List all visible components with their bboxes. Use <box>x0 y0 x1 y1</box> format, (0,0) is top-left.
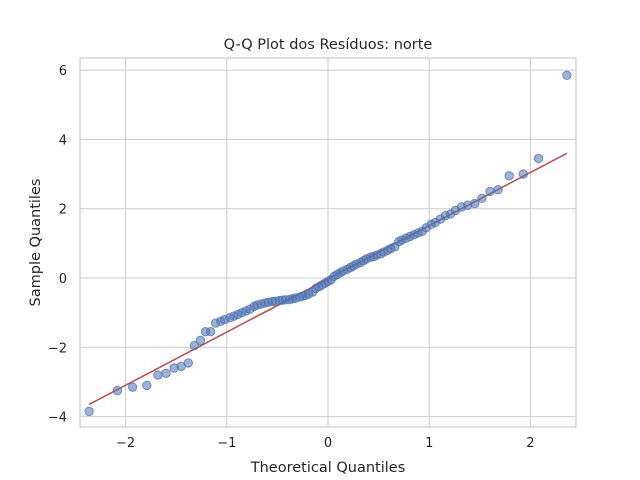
data-point <box>518 169 529 179</box>
data-point <box>533 153 544 164</box>
data-point <box>161 368 171 378</box>
data-point <box>493 184 503 195</box>
y-axis-label: Sample Quantiles <box>28 179 44 307</box>
data-point <box>477 193 487 204</box>
y-tick-labels: −4 −2 0 2 4 6 <box>48 64 67 425</box>
y-tick-label: 2 <box>59 203 67 218</box>
chart-title: Q-Q Plot dos Resíduos: norte <box>224 37 433 53</box>
data-point <box>562 70 572 81</box>
data-point <box>153 370 163 380</box>
x-tick-labels: −2 −1 0 1 2 <box>116 436 535 451</box>
plot-frame <box>79 57 577 428</box>
x-tick-label: −2 <box>116 436 135 451</box>
data-point <box>142 380 152 391</box>
data-point <box>504 171 514 181</box>
x-tick-label: 1 <box>425 436 433 451</box>
grid-lines <box>80 58 576 427</box>
x-tick-label: −1 <box>217 436 236 451</box>
data-point <box>189 340 200 351</box>
y-tick-label: −4 <box>48 411 67 426</box>
y-tick-label: 4 <box>59 133 67 148</box>
data-point <box>205 327 216 337</box>
data-point <box>112 385 123 396</box>
x-tick-label: 2 <box>526 436 534 451</box>
data-point <box>470 198 480 209</box>
data-point <box>195 335 206 346</box>
data-point <box>183 358 194 368</box>
x-axis-label: Theoretical Quantiles <box>250 460 406 476</box>
x-tick-label: 0 <box>324 436 332 451</box>
data-point <box>84 406 94 417</box>
y-tick-label: −2 <box>48 341 67 356</box>
data-point <box>127 382 138 392</box>
y-tick-label: 6 <box>59 64 67 79</box>
data-points <box>84 70 572 417</box>
y-tick-label: 0 <box>59 272 67 287</box>
data-point <box>485 186 495 197</box>
